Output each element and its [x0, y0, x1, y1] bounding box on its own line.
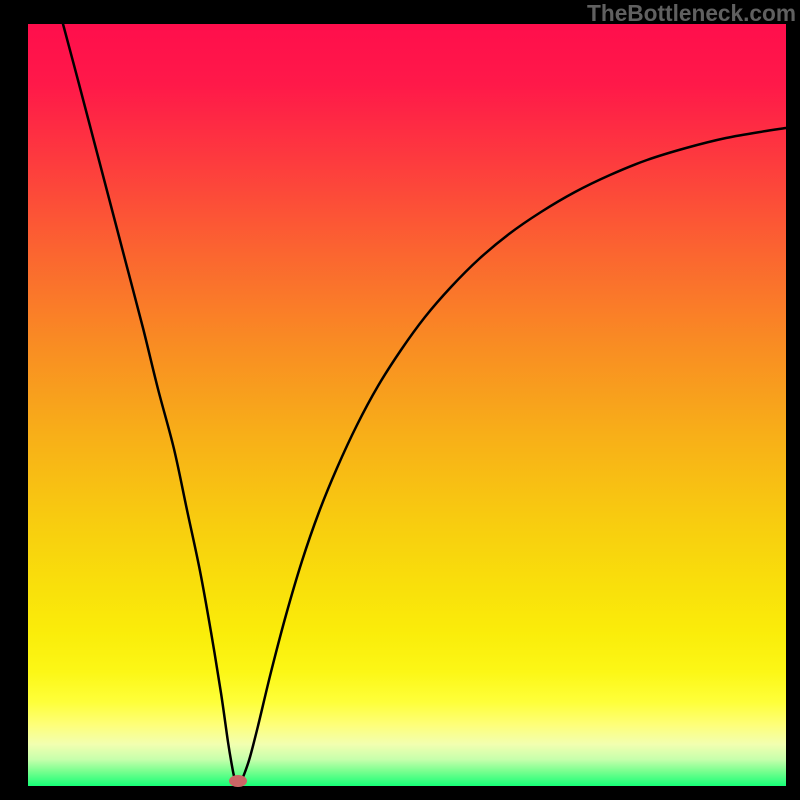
- chart-container: TheBottleneck.com: [0, 0, 800, 800]
- attribution-text: TheBottleneck.com: [587, 0, 796, 27]
- optimal-point-marker: [229, 775, 247, 787]
- plot-area-gradient: [28, 24, 786, 786]
- bottleneck-chart: [0, 0, 800, 800]
